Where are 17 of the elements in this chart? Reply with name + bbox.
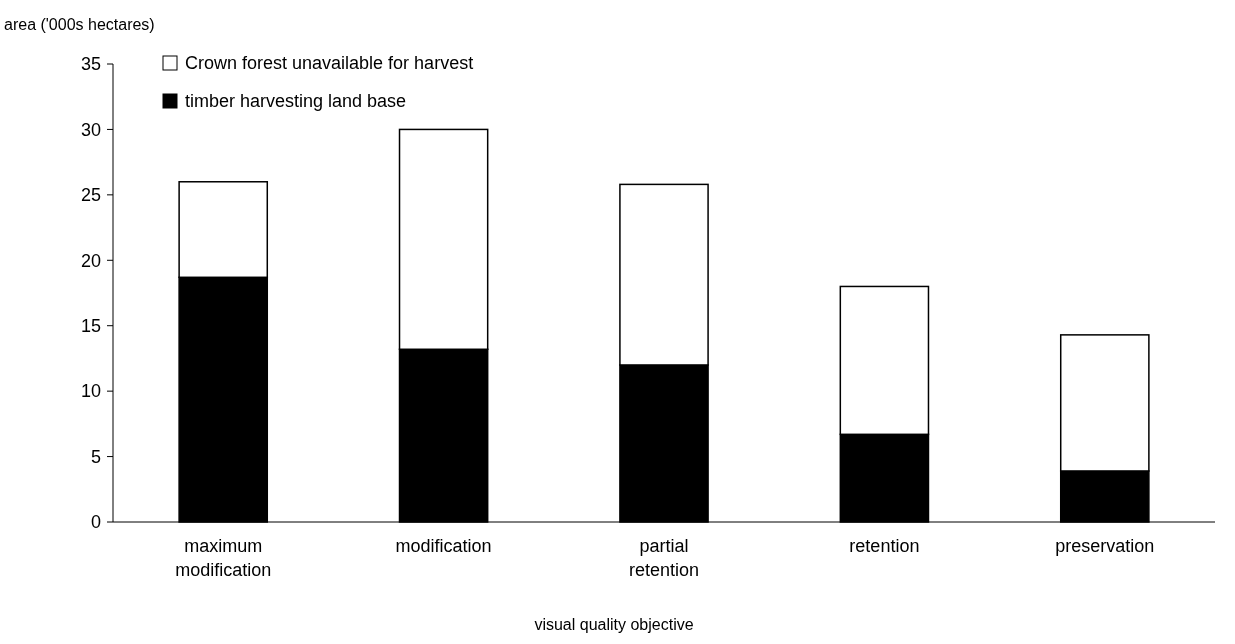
y-tick-label: 10 <box>80 381 101 402</box>
y-tick-label: 30 <box>80 119 101 140</box>
legend-label: timber harvesting land base <box>185 91 407 112</box>
legend-label: Crown forest unavailable for harvest <box>185 53 474 74</box>
x-tick-label: retention <box>849 536 920 556</box>
x-tick-label: partial retention <box>628 536 700 580</box>
y-tick-label: 5 <box>90 446 101 467</box>
y-tick-label: 35 <box>80 54 101 75</box>
x-tick-label: maximum modification <box>175 536 272 580</box>
y-tick-label: 15 <box>80 316 101 337</box>
y-axis-title: area ('000s hectares) <box>4 16 155 33</box>
y-tick-label: 0 <box>90 512 101 533</box>
y-tick-label: 20 <box>80 250 101 271</box>
x-axis-title: visual quality objective <box>534 616 694 633</box>
y-tick-label: 25 <box>80 185 101 206</box>
x-tick-label: preservation <box>1055 536 1155 556</box>
x-tick-label: modification <box>395 536 492 556</box>
